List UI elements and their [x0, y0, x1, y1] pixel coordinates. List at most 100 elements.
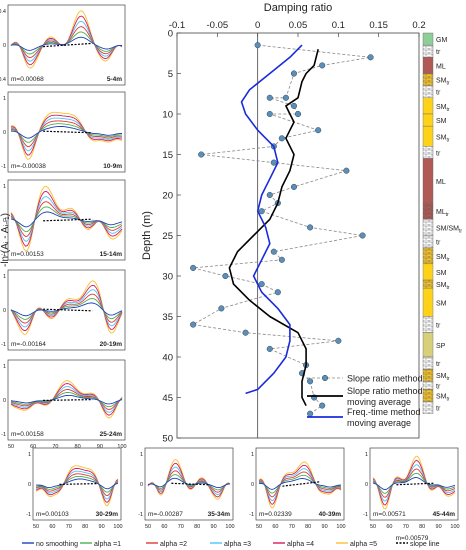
legend-label-freq-2: moving average: [347, 418, 411, 428]
panel-y-tick-label: 1: [365, 452, 368, 458]
panel-curve: [258, 471, 342, 498]
slope-ratio-point: [367, 54, 374, 61]
panel-y-tick-label: 1: [3, 274, 6, 280]
panel-y-tick-label: 1: [251, 452, 254, 458]
stratum-label: SMtr: [436, 104, 450, 113]
stratum-hatch: [423, 203, 433, 220]
panel-curve: [10, 380, 123, 419]
stratum-hatch: [423, 45, 433, 58]
panel-slope-value: m=0.00153: [11, 251, 44, 258]
y-tick-label: 10: [162, 110, 173, 121]
main-chart: -0.1 -0.05 0 0.05 0.1 0.15 0.2 Damping ratio 0 5 1…: [141, 2, 426, 445]
stratum-label: tr: [436, 383, 441, 390]
panel-45-44m: m=0.00571 45-44m 1 0 -150 60 70 80 90 100: [363, 447, 460, 530]
x-tick-label: -0.05: [207, 20, 229, 31]
panel-curve: [147, 466, 231, 496]
slope-ratio-point: [254, 42, 261, 49]
panel-x-tick-label: 80: [194, 524, 200, 530]
panel-curve: [36, 478, 119, 490]
panel-x-tick-label: 100: [113, 524, 122, 530]
left-y-axis-title: -ln (Aᵢ - Aᵢ₋₁): [0, 213, 11, 267]
slope-ratio-point: [359, 232, 366, 239]
panel-x-tick-label: 60: [272, 524, 278, 530]
legend-label-freq-1: Freq.-time method: [347, 407, 421, 417]
panel-curve: [10, 206, 123, 233]
stratum-block: [422, 158, 434, 204]
panel-x-tick-label: 70: [403, 524, 409, 530]
panel-x-tick-label: 60: [49, 524, 55, 530]
stratum-label: tr: [436, 240, 441, 247]
y-tick-label: 20: [162, 191, 173, 202]
panel-slope-value: m=0.00158: [11, 431, 44, 438]
panel-slope-value: m=0.00103: [36, 511, 69, 518]
panel-25-24m: m=0.00158 25-24m 1 0 -150 60 70 80 90 100: [1, 359, 127, 450]
slope-ratio-point: [266, 110, 273, 118]
stratum-label: tr: [436, 150, 441, 157]
y-tick-label: 15: [162, 150, 173, 161]
bottom-legend-label: no smoothing: [36, 541, 78, 548]
slope-ratio-point: [266, 94, 273, 101]
panel-curve: [10, 302, 123, 317]
slope-ratio-point: [266, 345, 273, 352]
slope-ratio-point: [307, 378, 314, 385]
stratum-hatch: [423, 357, 433, 370]
panel-y-tick-label: -1: [1, 342, 6, 348]
slope-ratio-point: [319, 402, 326, 409]
panel-curve: [35, 467, 119, 503]
panel-x-tick-label: 70: [52, 444, 58, 450]
panel-x-tick-label: 100: [225, 524, 234, 530]
panel-curve: [147, 474, 231, 491]
slope-ratio-point: [307, 224, 314, 231]
panel-curve: [372, 464, 456, 502]
panel-curve: [258, 478, 341, 490]
slope-ratio-point: [218, 305, 225, 312]
slope-ratio-point: [294, 110, 302, 118]
panel-curve: [147, 458, 231, 500]
panel-slope-line: [282, 481, 320, 487]
panel-y-tick-label: 0: [3, 130, 6, 136]
stratum-label: SM: [436, 118, 447, 125]
panel-x-tick-label: 50: [33, 524, 39, 530]
panel-curve: [35, 473, 119, 497]
panel-slope-value: m=-0.00164: [11, 341, 46, 348]
panel-y-tick-label: 0: [251, 482, 254, 488]
panel-x-tick-label: 100: [450, 524, 459, 530]
bottom-legend: no smoothing alpha =1 alpha =2 alpha =3 alph…: [22, 541, 440, 548]
panel-frame: [7, 269, 126, 351]
stratum-hatch: [423, 146, 433, 159]
panel-30-29m: m=0.00103 30-29m 1 0 -150 60 70 80 90 100: [26, 447, 123, 530]
x-axis-title: Damping ratio: [264, 2, 332, 14]
stratum-hatch: [423, 247, 433, 264]
slope-ratio-point: [290, 70, 298, 77]
panel-x-tick-label: 50: [145, 524, 151, 530]
slope-ratio-point: [343, 167, 350, 174]
stratum-label: tr: [436, 49, 441, 56]
panel-slope-value: m=0.02339: [259, 511, 292, 518]
panel-y-tick-label: 0: [140, 482, 143, 488]
slope-ratio-point: [290, 102, 298, 109]
panel-x-tick-label: 80: [419, 524, 425, 530]
panel-x-tick-label: 100: [336, 524, 345, 530]
panel-curve: [10, 386, 123, 413]
stratum-label: SMtr: [436, 134, 450, 143]
panel-20-19m: m=-0.00164 20-19m 1 0 -1: [1, 269, 126, 351]
panel-curve: [258, 461, 342, 509]
y-tick-label: 0: [168, 29, 173, 40]
slope-ratio-point: [307, 410, 314, 417]
strata-column: GMtrMLSMtrtrSMtrSMSMtrtrMLMLtrSM/SMtrtrS…: [422, 32, 462, 414]
y-axis-title: Depth (m): [141, 211, 153, 260]
panel-x-tick-label: 50: [256, 524, 262, 530]
panel-x-tick-label: 90: [322, 524, 328, 530]
stratum-block: [422, 287, 434, 317]
panel-x-tick-label: 50: [370, 524, 376, 530]
slope-ratio-point: [290, 183, 298, 190]
stratum-hatch: [423, 219, 433, 236]
panel-curve: [258, 468, 342, 502]
main-plot-frame: [176, 32, 420, 439]
panel-y-tick-label: -1: [363, 512, 368, 518]
panel-x-tick-label: 80: [305, 524, 311, 530]
panel-y-tick-label: -1: [26, 512, 31, 518]
panel-y-tick-label: -0.4: [0, 77, 6, 83]
